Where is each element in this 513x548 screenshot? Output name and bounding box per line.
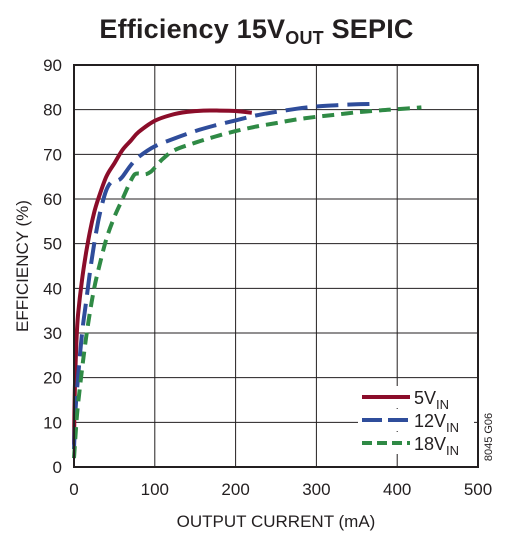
- legend-label-main: 18V: [414, 434, 446, 454]
- series-line-3: [72, 105, 422, 459]
- chart-title: Efficiency 15VOUT SEPIC: [0, 14, 513, 49]
- legend-label-2: 12VIN: [414, 411, 459, 435]
- y-tick-label: 70: [43, 145, 62, 164]
- y-tick-label: 10: [43, 413, 62, 432]
- legend-bg: [358, 386, 474, 408]
- legend-label-subscript: IN: [446, 443, 459, 458]
- x-tick-label: 200: [221, 480, 249, 499]
- y-axis-label: EFFICIENCY (%): [13, 200, 32, 332]
- series-line-1: [72, 108, 253, 445]
- x-axis-label: OUTPUT CURRENT (mA): [177, 512, 376, 531]
- tick-labels: 0 100 200 300 400 500 0 10 20 30 40 50 60 70 80 90: [43, 56, 492, 499]
- y-tick-label: 30: [43, 324, 62, 343]
- legend-label-3: 18VIN: [414, 434, 459, 458]
- legend-label-main: 12V: [414, 411, 446, 431]
- legend-label-subscript: IN: [436, 397, 449, 412]
- x-tick-label: 100: [141, 480, 169, 499]
- legend-label-main: 5V: [414, 388, 436, 408]
- legend-bg: [358, 409, 474, 431]
- chart-title-subscript: OUT: [285, 28, 324, 48]
- series-line-2: [72, 101, 374, 450]
- legend-bg: [358, 432, 474, 454]
- y-tick-label: 20: [43, 369, 62, 388]
- y-tick-label: 50: [43, 235, 62, 254]
- chart-title-suffix: SEPIC: [323, 14, 414, 44]
- x-tick-label: 300: [302, 480, 330, 499]
- series-lines: [72, 101, 422, 459]
- legend-label-subscript: IN: [446, 420, 459, 435]
- figure-code: 8045 G06: [483, 413, 495, 461]
- x-tick-label: 500: [464, 480, 492, 499]
- chart-title-main: Efficiency 15V: [99, 14, 286, 44]
- x-tick-label: 0: [69, 480, 78, 499]
- y-tick-label: 60: [43, 190, 62, 209]
- plot-frame: [73, 64, 479, 468]
- y-tick-label: 80: [43, 101, 62, 120]
- legend-label-1: 5VIN: [414, 388, 449, 412]
- y-tick-label: 90: [43, 56, 62, 75]
- x-tick-label: 400: [383, 480, 411, 499]
- y-tick-label: 40: [43, 279, 62, 298]
- y-tick-label: 0: [53, 458, 62, 477]
